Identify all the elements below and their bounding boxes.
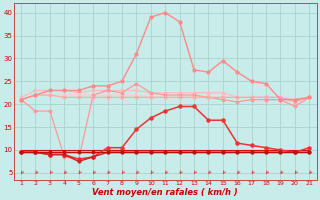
X-axis label: Vent moyen/en rafales ( km/h ): Vent moyen/en rafales ( km/h ) [92,188,238,197]
